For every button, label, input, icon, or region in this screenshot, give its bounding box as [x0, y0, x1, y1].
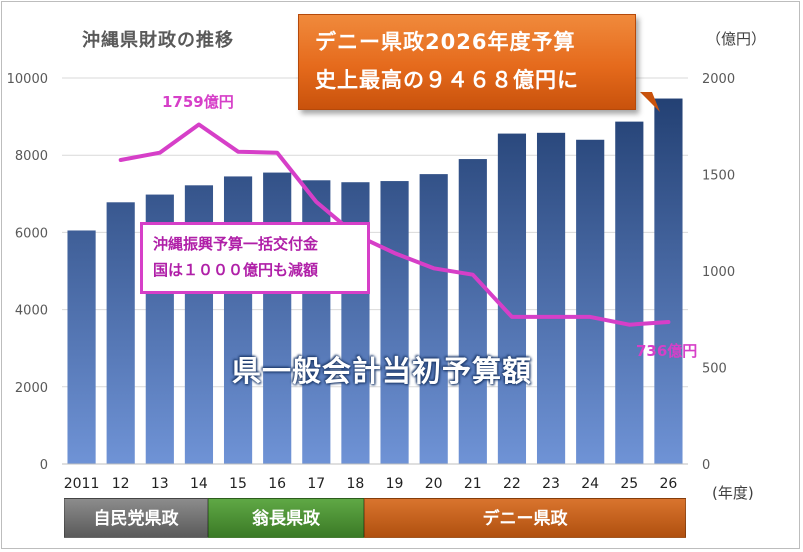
budget-bar [380, 181, 409, 464]
left-tick-label: 10000 [7, 72, 48, 87]
bar-series-label: 県一般会計当初予算額 [232, 354, 533, 388]
budget-record-line1: デニー県政2026年度予算 [315, 30, 576, 54]
category-label: 16 [268, 476, 286, 492]
right-tick-label: 1000 [702, 265, 735, 280]
category-label: 20 [425, 476, 443, 492]
peak-value-label: 1759億円 [162, 93, 234, 111]
era-denny: デニー県政 [364, 498, 686, 538]
budget-bar [67, 230, 96, 464]
category-label: 22 [503, 476, 521, 492]
right-axis-unit: （億円） [706, 30, 767, 48]
category-label: 15 [229, 476, 247, 492]
budget-bar [263, 172, 292, 464]
budget-bar [654, 98, 683, 464]
category-label: 25 [620, 476, 638, 492]
category-label: 18 [347, 476, 365, 492]
category-label: 24 [581, 476, 599, 492]
budget-bar [497, 133, 527, 465]
budget-bar [576, 139, 605, 464]
category-label: 17 [307, 476, 325, 492]
category-label: 12 [112, 476, 130, 492]
right-tick-label: 500 [702, 362, 727, 377]
budget-bar [536, 132, 566, 464]
budget-bar [615, 121, 644, 465]
left-tick-label: 0 [40, 458, 48, 473]
era-onaga: 翁長県政 [208, 498, 364, 538]
category-label: 13 [151, 476, 169, 492]
category-label: 2011 [64, 476, 100, 492]
grant-reduction-line1: 沖縄振興予算一括交付金 [153, 235, 319, 253]
grant-line [118, 122, 671, 327]
grant-reduction-line2: 国は１０００億円も減額 [153, 261, 319, 279]
category-label: 14 [190, 476, 208, 492]
right-tick-label: 2000 [702, 72, 735, 87]
budget-record-line2: 史上最高の９４６８億円に [315, 68, 579, 92]
budget-bar [419, 174, 448, 464]
end-value-label: 736億円 [636, 342, 698, 360]
category-label: 21 [464, 476, 482, 492]
category-label: 23 [542, 476, 560, 492]
left-tick-label: 8000 [15, 149, 48, 164]
left-tick-label: 6000 [15, 226, 48, 241]
budget-bar [223, 176, 253, 464]
budget-bar [458, 159, 487, 464]
callout-pointer [640, 92, 660, 112]
left-tick-label: 2000 [15, 381, 48, 396]
grant-reduction-callout: 沖縄振興予算一括交付金 国は１０００億円も減額 [140, 222, 370, 294]
category-label: 26 [660, 476, 678, 492]
x-axis-unit: (年度) [712, 484, 754, 502]
category-label: 19 [386, 476, 404, 492]
budget-bar [106, 202, 135, 465]
era-ldp: 自民党県政 [64, 498, 208, 538]
right-tick-label: 0 [702, 458, 710, 473]
right-tick-label: 1500 [702, 169, 735, 184]
left-tick-label: 4000 [15, 304, 48, 319]
chart-title: 沖縄県財政の推移 [82, 30, 234, 51]
budget-record-callout: デニー県政2026年度予算 史上最高の９４６８億円に [298, 14, 636, 110]
